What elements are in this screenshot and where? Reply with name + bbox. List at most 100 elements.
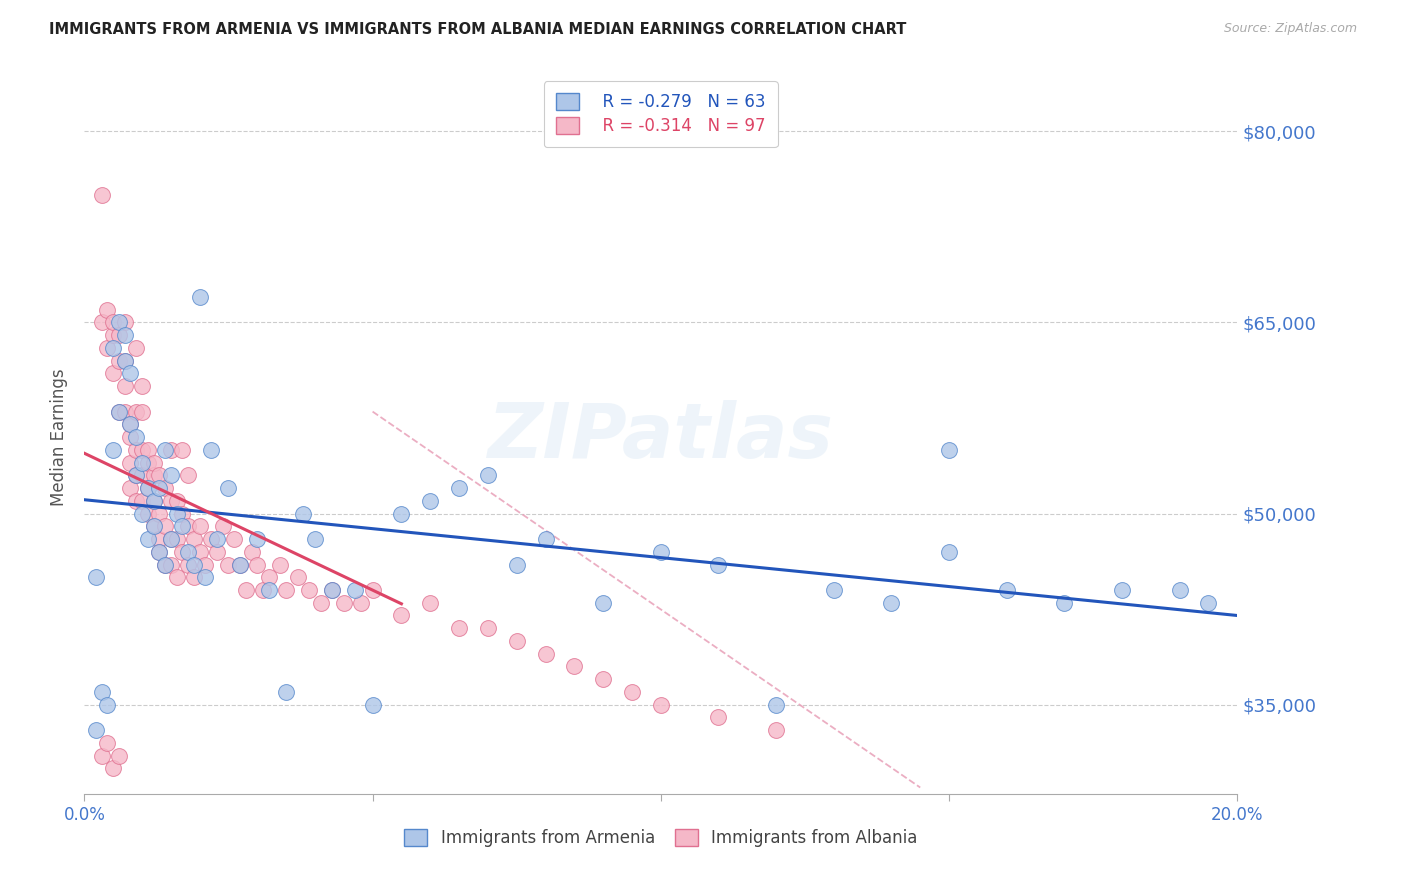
Point [218,481,240,495]
Point [96,341,118,355]
Point [995,582,1018,597]
Point [108,404,131,418]
Point [142,493,165,508]
Point [229,558,252,572]
Point [90,188,112,202]
Point [183,558,205,572]
Point [188,519,211,533]
Point [177,545,200,559]
Point [153,481,176,495]
Point [304,532,326,546]
Point [765,723,787,738]
Point [125,468,148,483]
Point [84,570,107,584]
Point [136,507,159,521]
Legend: Immigrants from Armenia, Immigrants from Albania: Immigrants from Armenia, Immigrants from… [394,819,928,857]
Point [125,341,148,355]
Point [136,456,159,470]
Point [205,545,228,559]
Point [621,685,644,699]
Point [90,315,112,329]
Point [211,519,233,533]
Point [823,582,845,597]
Point [131,404,153,418]
Point [287,570,309,584]
Text: ZIPatlas: ZIPatlas [488,401,834,474]
Point [592,672,614,686]
Point [142,493,165,508]
Point [166,532,188,546]
Point [564,659,586,673]
Point [224,532,246,546]
Point [1053,596,1076,610]
Point [131,442,153,457]
Point [344,582,367,597]
Point [938,545,960,559]
Text: Source: ZipAtlas.com: Source: ZipAtlas.com [1223,22,1357,36]
Point [1111,582,1133,597]
Point [148,507,170,521]
Point [419,596,441,610]
Point [166,507,188,521]
Point [419,493,441,508]
Point [103,341,124,355]
Point [1198,596,1220,610]
Point [103,315,124,329]
Point [449,621,471,635]
Point [96,302,118,317]
Point [114,353,136,368]
Point [131,379,153,393]
Point [172,507,194,521]
Point [160,532,183,546]
Point [309,596,332,610]
Point [103,442,124,457]
Point [707,558,730,572]
Point [108,404,131,418]
Point [292,507,315,521]
Point [333,596,356,610]
Point [880,596,903,610]
Point [96,736,118,750]
Point [205,532,228,546]
Point [534,647,557,661]
Point [938,442,960,457]
Point [114,315,136,329]
Point [257,570,280,584]
Point [114,379,136,393]
Point [166,570,188,584]
Point [650,698,672,712]
Point [166,493,188,508]
Point [160,442,183,457]
Point [592,596,614,610]
Point [136,481,159,495]
Point [177,519,200,533]
Point [449,481,471,495]
Point [96,698,118,712]
Point [188,290,211,304]
Point [125,404,148,418]
Point [148,468,170,483]
Point [120,456,142,470]
Point [506,634,529,648]
Point [108,328,131,343]
Point [229,558,252,572]
Point [108,315,131,329]
Point [172,519,194,533]
Point [391,507,413,521]
Point [108,353,131,368]
Point [120,430,142,444]
Point [235,582,257,597]
Point [177,468,200,483]
Point [391,608,413,623]
Point [218,558,240,572]
Point [350,596,373,610]
Point [183,570,205,584]
Point [120,417,142,432]
Point [120,417,142,432]
Point [114,328,136,343]
Text: IMMIGRANTS FROM ARMENIA VS IMMIGRANTS FROM ALBANIA MEDIAN EARNINGS CORRELATION C: IMMIGRANTS FROM ARMENIA VS IMMIGRANTS FR… [49,22,907,37]
Point [142,456,165,470]
Point [257,582,280,597]
Point [148,532,170,546]
Point [321,582,343,597]
